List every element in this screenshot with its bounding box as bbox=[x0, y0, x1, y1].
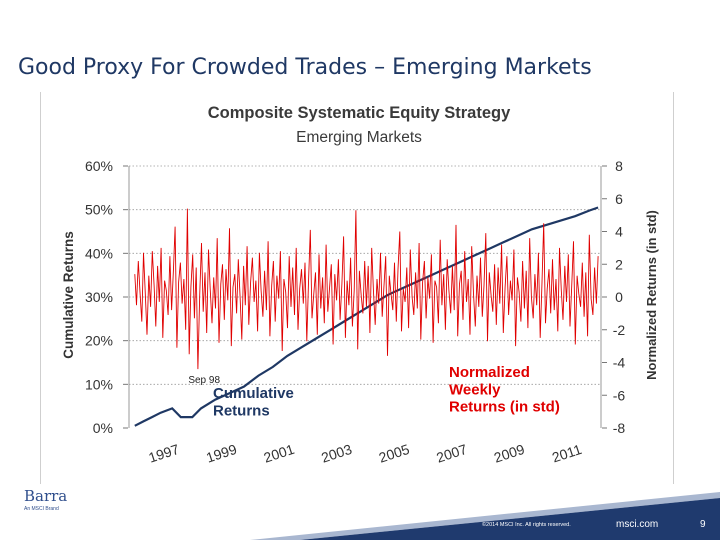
y-axis-label-left: Cumulative Returns bbox=[61, 231, 76, 359]
x-tick-label: 2001 bbox=[262, 441, 297, 466]
y-axis-label-right: Normalized Returns (in std) bbox=[644, 210, 659, 380]
y-tick-label-left: 20% bbox=[85, 333, 113, 349]
y-tick-label-left: 30% bbox=[85, 289, 113, 305]
series-layer bbox=[134, 206, 599, 427]
barra-logo-subtitle: An MSCI Brand bbox=[24, 506, 59, 512]
y-tick-label-left: 60% bbox=[85, 158, 113, 174]
page-number: 9 bbox=[700, 519, 706, 530]
y-tick-label-left: 10% bbox=[85, 376, 113, 392]
y-tick-label-right: 0 bbox=[615, 289, 623, 305]
annotation-cumulative-returns: Cumulative Returns bbox=[213, 385, 294, 419]
chart-subtitle: Emerging Markets bbox=[296, 129, 422, 146]
y-tick-label-right: -8 bbox=[613, 420, 626, 436]
chart-title: Composite Systematic Equity Strategy bbox=[208, 104, 511, 122]
x-tick-label: 1999 bbox=[204, 441, 239, 466]
copyright-text: ©2014 MSCI Inc. All rights reserved. bbox=[482, 522, 571, 528]
grid-layer bbox=[129, 165, 601, 385]
cumulative-returns-line bbox=[134, 206, 599, 427]
x-tick-label: 1997 bbox=[147, 441, 182, 466]
barra-logo: Barra bbox=[24, 487, 68, 505]
y-tick-label-right: 2 bbox=[615, 256, 623, 272]
y-tick-label-left: 50% bbox=[85, 202, 113, 218]
y-tick-label-right: -4 bbox=[613, 355, 626, 371]
footer-accent-stripe bbox=[250, 492, 720, 540]
x-tick-label: 2003 bbox=[319, 441, 354, 466]
y-tick-label-right: -6 bbox=[613, 387, 626, 403]
annotation-normalized-weekly-returns: Normalized Weekly Returns (in std) bbox=[449, 364, 560, 416]
chart-svg: Composite Systematic Equity Strategy Eme… bbox=[61, 104, 659, 466]
y-tick-label-left: 40% bbox=[85, 245, 113, 261]
site-link[interactable]: msci.com bbox=[616, 519, 659, 530]
y-tick-label-right: 6 bbox=[615, 191, 623, 207]
y-tick-label-left: 0% bbox=[93, 420, 113, 436]
footer-navy-band bbox=[300, 498, 720, 540]
x-tick-label: 2009 bbox=[492, 441, 527, 466]
tick-layer: 0% 10% 20% 30% 40% 50% 60% -8 -6 -4 -2 0 2 4 6 8 1997 199… bbox=[85, 158, 625, 466]
footer-band bbox=[250, 492, 720, 540]
x-tick-label: 2005 bbox=[377, 441, 412, 466]
weekly-returns-line bbox=[134, 208, 599, 370]
chart-frame: Composite Systematic Equity Strategy Eme… bbox=[40, 92, 674, 484]
annotation-sep-98: Sep 98 bbox=[188, 375, 220, 386]
x-tick-label: 2007 bbox=[434, 441, 469, 466]
y-tick-label-right: -2 bbox=[613, 322, 626, 338]
slide-title: Good Proxy For Crowded Trades – Emerging… bbox=[18, 55, 592, 80]
y-tick-label-right: 8 bbox=[615, 158, 623, 174]
x-tick-label: 2011 bbox=[550, 441, 584, 466]
y-tick-label-right: 4 bbox=[615, 224, 623, 240]
